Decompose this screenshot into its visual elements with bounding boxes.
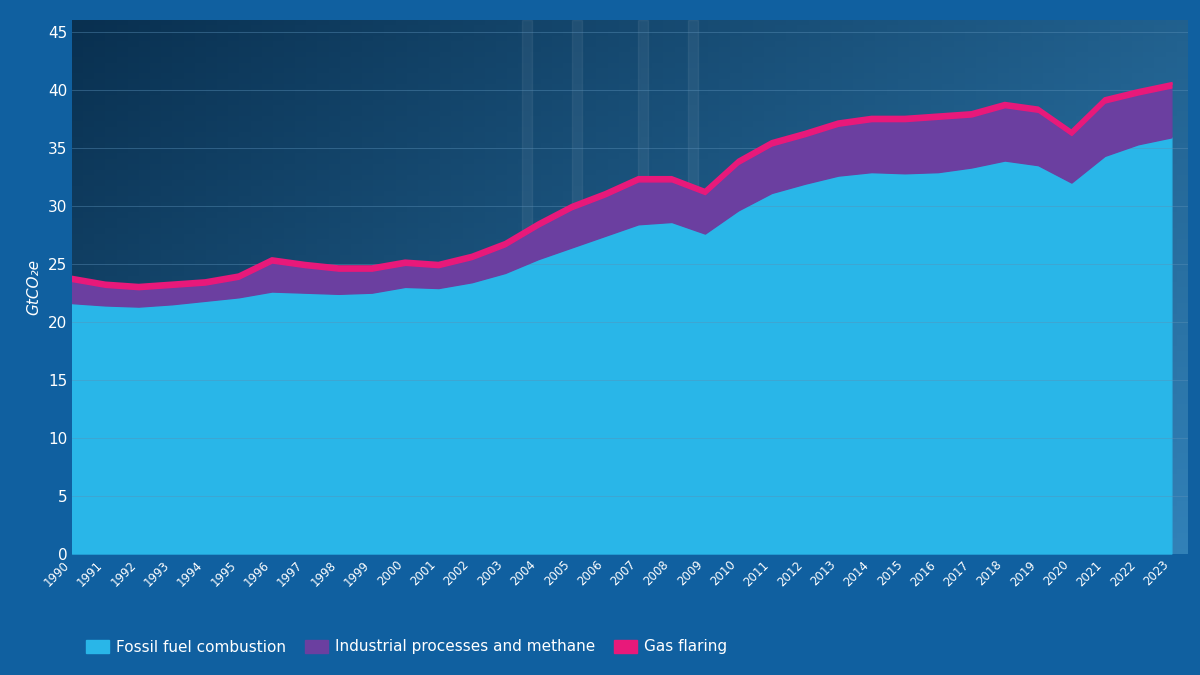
Y-axis label: GtCO₂e: GtCO₂e <box>26 259 41 315</box>
Bar <box>522 20 532 554</box>
Bar <box>571 20 582 554</box>
Bar <box>638 20 648 554</box>
Legend: Fossil fuel combustion, Industrial processes and methane, Gas flaring: Fossil fuel combustion, Industrial proce… <box>79 633 733 661</box>
Bar <box>689 20 698 554</box>
